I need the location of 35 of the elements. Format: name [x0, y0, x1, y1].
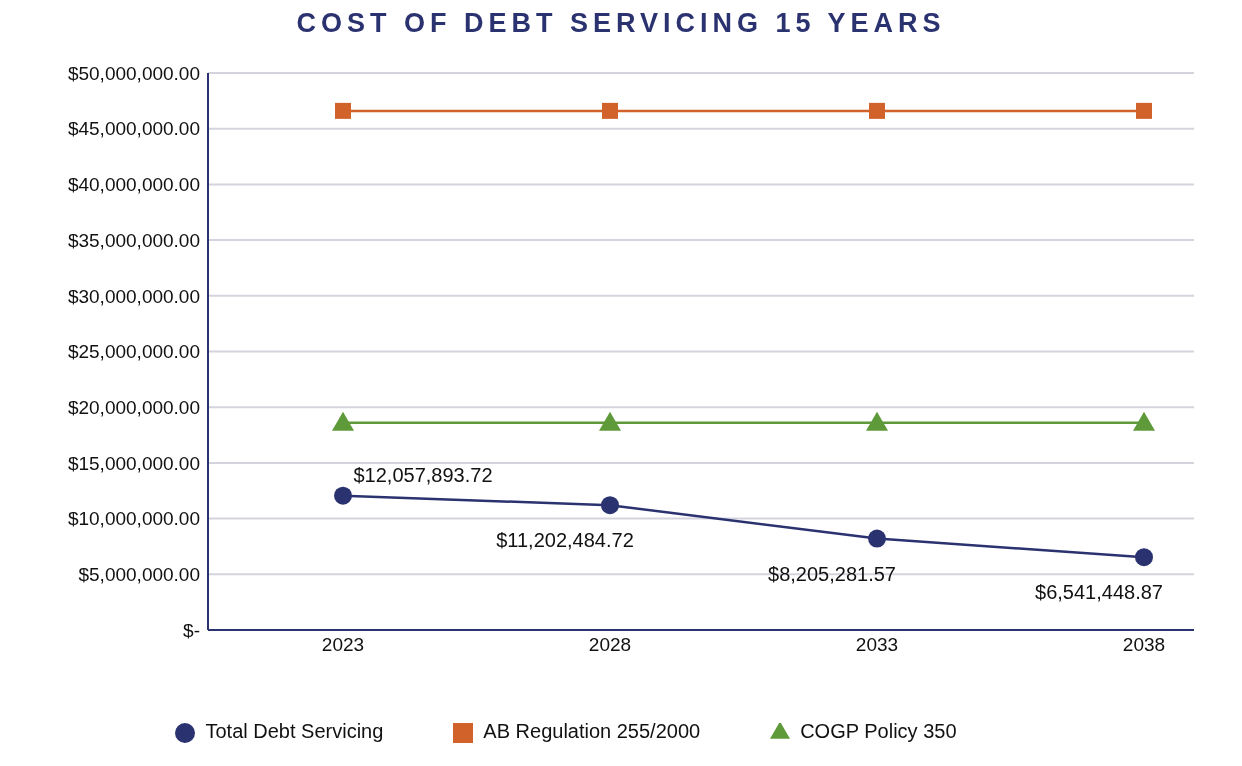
x-tick-label: 2038 — [1122, 634, 1166, 656]
y-tick-label: $40,000,000.00 — [67, 174, 200, 196]
point — [332, 411, 354, 431]
legend-label: AB Regulation 255/2000 — [483, 720, 701, 742]
point — [1133, 411, 1155, 431]
legend-label: Total Debt Servicing — [205, 720, 384, 742]
y-tick-label: $35,000,000.00 — [67, 229, 200, 251]
data-label: $6,541,448.87 — [1035, 581, 1163, 604]
point — [1136, 102, 1152, 119]
y-tick-label: $30,000,000.00 — [67, 285, 200, 307]
x-tick-label: 2033 — [855, 634, 899, 656]
y-tick-label: $50,000,000.00 — [67, 62, 200, 84]
y-tick-label: $20,000,000.00 — [67, 396, 200, 418]
point — [869, 102, 885, 119]
point — [335, 102, 351, 119]
x-tick-label: 2023 — [321, 634, 365, 656]
y-tick-label: $45,000,000.00 — [67, 118, 200, 140]
y-tick-label: $10,000,000.00 — [67, 508, 200, 530]
chart-title: COST OF DEBT SERVICING 15 YEARS — [295, 8, 947, 39]
y-tick-label: $5,000,000.00 — [78, 564, 200, 586]
point — [334, 486, 352, 505]
y-tick-label: $15,000,000.00 — [67, 452, 200, 474]
point — [868, 529, 886, 548]
point — [866, 411, 888, 431]
point — [602, 102, 618, 119]
point — [1135, 548, 1153, 567]
data-label: $12,057,893.72 — [353, 463, 493, 486]
point — [601, 496, 619, 515]
point — [599, 411, 621, 431]
x-tick-label: 2028 — [588, 634, 632, 656]
y-tick-label: $- — [183, 619, 200, 641]
data-label: $11,202,484.72 — [496, 529, 634, 552]
data-label: $8,205,281.57 — [768, 562, 896, 585]
legend-label: COGP Policy 350 — [800, 720, 957, 742]
y-tick-label: $25,000,000.00 — [67, 341, 200, 363]
